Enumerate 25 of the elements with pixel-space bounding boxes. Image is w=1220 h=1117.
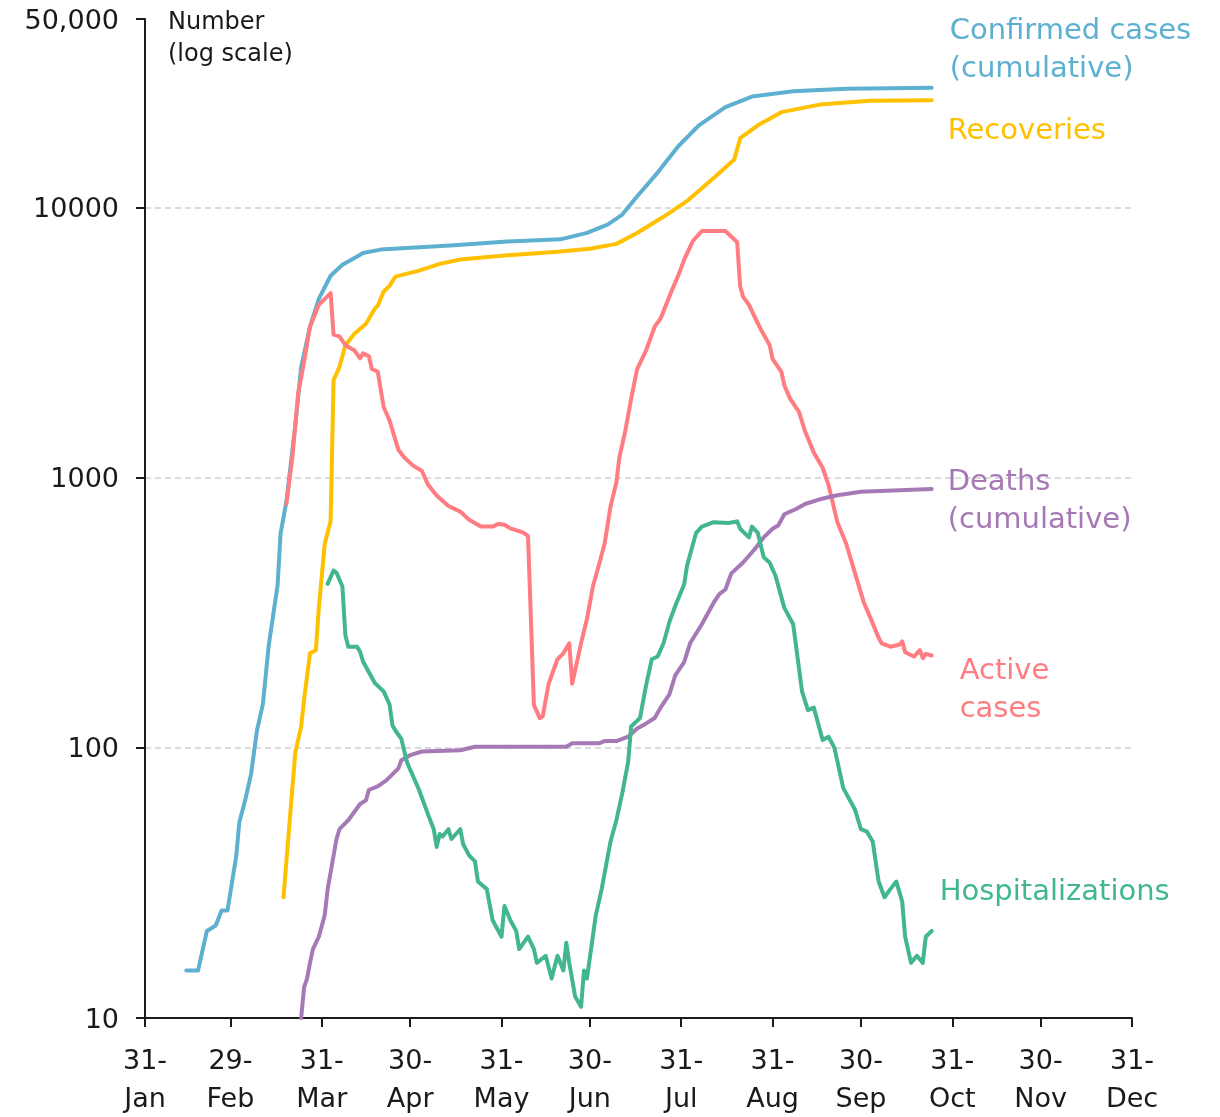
x-tick-label: 31-May — [473, 1043, 530, 1113]
x-tick-label: 31-Dec — [1105, 1043, 1159, 1113]
series-label: Confirmed cases (cumulative) — [949, 11, 1192, 84]
series-label: Hospitalizations — [939, 872, 1170, 907]
y-tick-label: 50,000 — [24, 3, 119, 35]
x-tick-label: 30-Nov — [1014, 1043, 1068, 1113]
x-tick-label: 29-Feb — [206, 1043, 255, 1113]
y-axis-title: Number (log scale) — [168, 7, 293, 67]
series-label: Active cases — [959, 652, 1050, 725]
y-tick-label: 10000 — [33, 192, 119, 224]
line-series — [281, 98, 934, 900]
y-tick-label: 100 — [67, 732, 119, 764]
x-tick-label: 30-Apr — [386, 1043, 435, 1113]
line-series — [284, 229, 934, 721]
x-tick-label: 31-Jan — [122, 1043, 168, 1113]
x-tick-label: 30-Sep — [835, 1043, 887, 1113]
y-tick-label: 10 — [84, 1002, 119, 1034]
y-tick-label: 1000 — [50, 462, 119, 494]
x-tick-label: 31-Mar — [296, 1043, 349, 1113]
x-tick-label: 31-Oct — [928, 1043, 976, 1113]
series-label: Deaths (cumulative) — [947, 463, 1132, 536]
x-tick-label: 30-Jun — [566, 1043, 612, 1113]
x-tick-label: 31-Jul — [659, 1043, 704, 1113]
series-label: Recoveries — [947, 112, 1106, 147]
x-tick-label: 31-Aug — [746, 1043, 799, 1113]
